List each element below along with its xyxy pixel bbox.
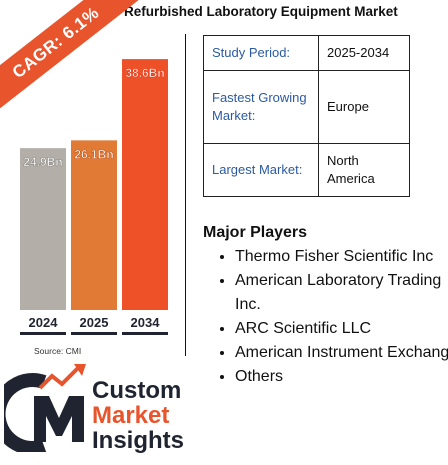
tick-label-2025: 2025	[80, 315, 109, 330]
info-table: Study Period: 2025-2034 Fastest Growing …	[203, 35, 410, 197]
logo-line-3: Insights	[92, 427, 185, 454]
largest-market-value: North America	[318, 143, 410, 197]
players-heading: Major Players	[203, 224, 308, 241]
tick-underline-2034	[122, 332, 168, 335]
tick-underline-2024	[20, 332, 66, 335]
table-row: Fastest Growing Market: Europe	[203, 70, 410, 144]
fastest-market-value: Europe	[318, 70, 410, 144]
bar-2024	[20, 148, 66, 310]
logo-line-1: Custom	[92, 377, 182, 404]
source-note: Source: CMI	[34, 346, 82, 356]
list-item: American Instrument Exchange	[235, 341, 448, 365]
value-label-2034: 38.6Bn	[125, 66, 164, 80]
logo-line-2: Market	[92, 402, 170, 429]
value-label-2024: 24.9Bn	[23, 155, 62, 169]
study-period-key: Study Period:	[203, 35, 319, 71]
logo-text: Custom Market Insights	[92, 378, 184, 453]
fastest-market-key: Fastest Growing Market:	[203, 70, 319, 144]
divider	[185, 34, 186, 356]
largest-market-key: Largest Market:	[203, 143, 319, 197]
value-label-2025: 26.1Bn	[74, 147, 113, 161]
bar-2034	[122, 59, 168, 310]
tick-underline-2025	[71, 332, 117, 335]
bar-2025	[71, 140, 117, 310]
list-item: Others	[235, 365, 448, 389]
tick-box-2024	[20, 312, 66, 332]
players-list: Thermo Fisher Scientific Inc American La…	[203, 245, 448, 389]
study-period-value: 2025-2034	[318, 35, 410, 71]
list-item: Thermo Fisher Scientific Inc	[235, 245, 448, 269]
tick-label-2034: 2034	[131, 315, 161, 330]
table-row: Study Period: 2025-2034	[203, 35, 410, 71]
logo-mark-icon	[4, 364, 86, 452]
tick-box-2025	[71, 312, 117, 332]
chart-title: Refurbished Laboratory Equipment Market	[124, 4, 398, 19]
list-item: American Laboratory Trading Inc.	[235, 269, 448, 317]
tick-box-2034	[122, 312, 168, 332]
tick-label-2024: 2024	[29, 315, 59, 330]
bar-chart: 24.9Bn 2024 26.1Bn 2025 38.6Bn 2034	[20, 59, 168, 335]
table-row: Largest Market: North America	[203, 143, 410, 197]
list-item: ARC Scientific LLC	[235, 317, 448, 341]
